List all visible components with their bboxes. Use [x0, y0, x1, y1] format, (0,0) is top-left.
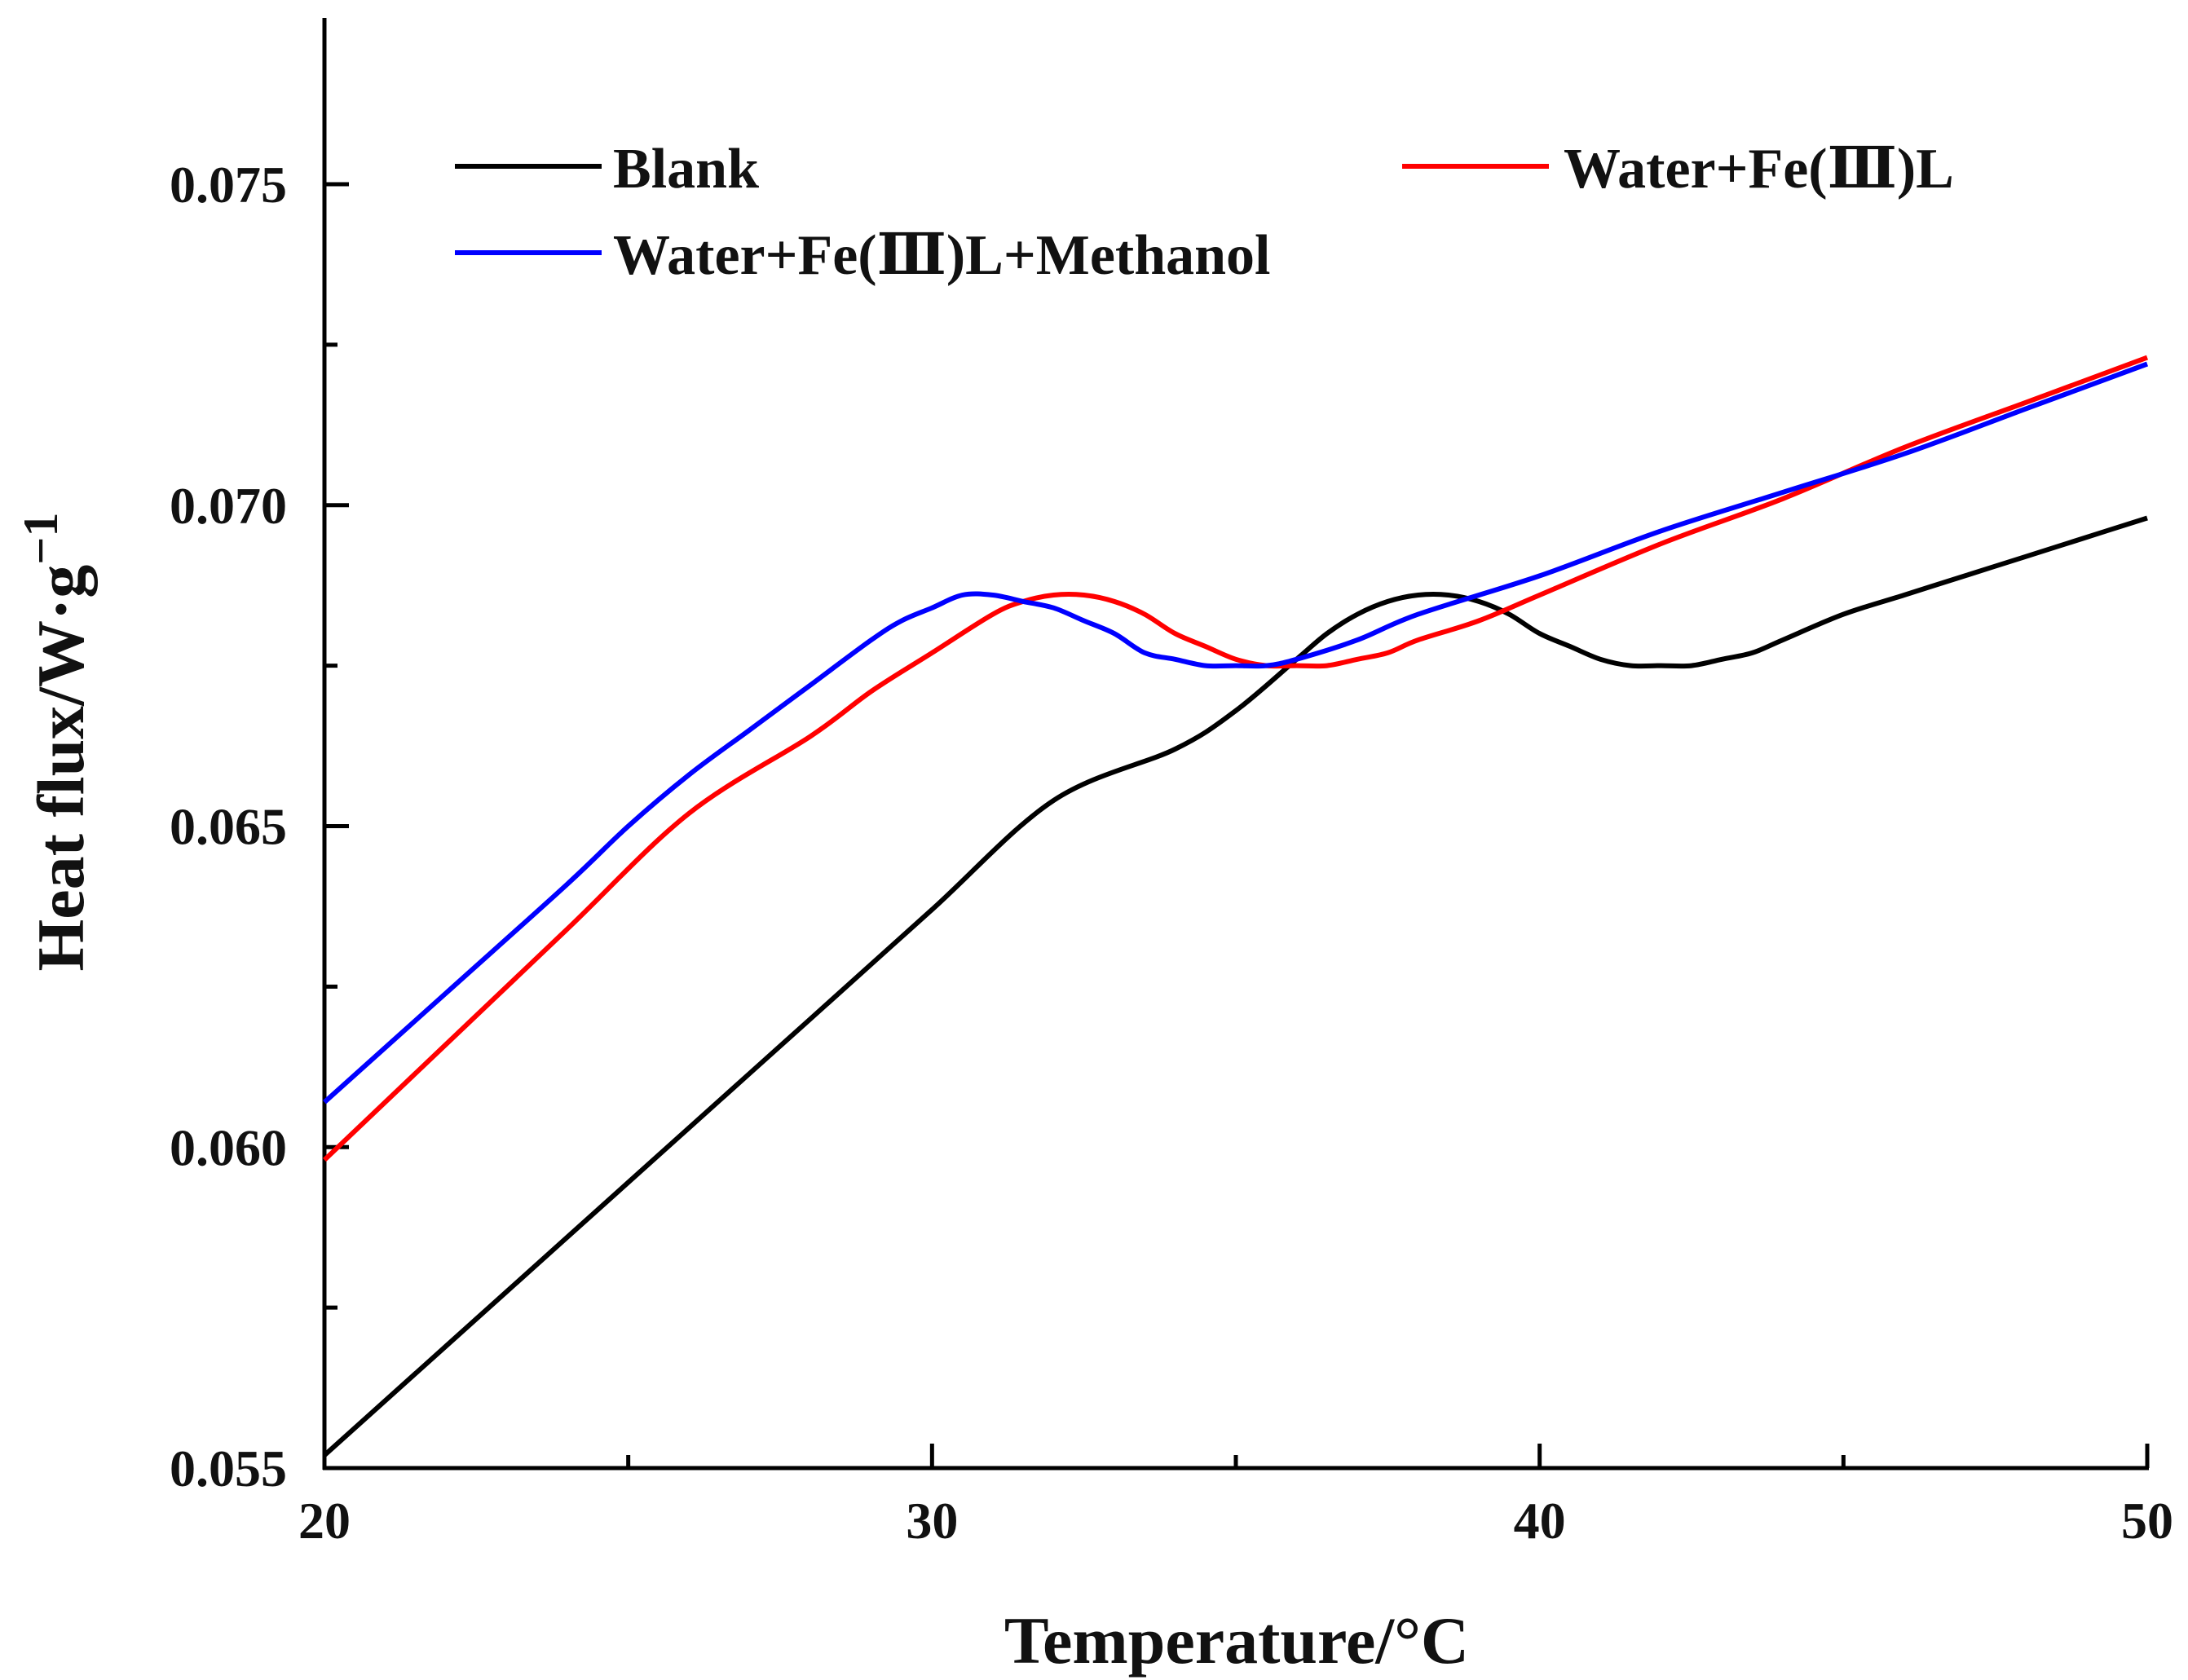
- series-line-water-fe: [322, 355, 2149, 1162]
- legend-label-water-fe-methanol: Water+Fe(Ⅲ)L+Methanol: [613, 224, 1271, 287]
- y-tick-label-0.055: 0.055: [170, 1440, 287, 1497]
- legend: Blank Water+Fe(Ⅲ)L Water+Fe(Ⅲ)L+Methanol: [455, 138, 1954, 287]
- x-axis-title: Temperature/°C: [1004, 1603, 1469, 1678]
- x-tick-label-20: 20: [298, 1492, 351, 1550]
- ticks: [322, 182, 2150, 1471]
- series-line-blank: [322, 515, 2148, 1457]
- legend-label-blank: Blank: [613, 138, 759, 201]
- y-tick-label-0.065: 0.065: [170, 798, 287, 856]
- x-tick-label-30: 30: [906, 1492, 958, 1550]
- x-tick-label-50: 50: [2121, 1492, 2173, 1550]
- tick-labels: 20 30 40 50 0.055 0.060 0.065 0.070 0.075: [170, 156, 2173, 1550]
- legend-label-water-fe: Water+Fe(Ⅲ)L: [1564, 138, 1954, 201]
- y-tick-label-0.060: 0.060: [170, 1118, 287, 1176]
- y-tick-label-0.075: 0.075: [170, 156, 287, 214]
- x-tick-label-40: 40: [1514, 1492, 1566, 1550]
- y-axis-title-text: Heat flux/W·g: [24, 565, 98, 972]
- y-axis-title: Heat flux/W·g−1: [14, 512, 98, 971]
- series-layer: [322, 355, 2149, 1457]
- y-axis-title-superscript: −1: [14, 512, 68, 564]
- y-tick-label-0.070: 0.070: [170, 477, 287, 535]
- series-line-water-fe-methanol: [322, 361, 2149, 1105]
